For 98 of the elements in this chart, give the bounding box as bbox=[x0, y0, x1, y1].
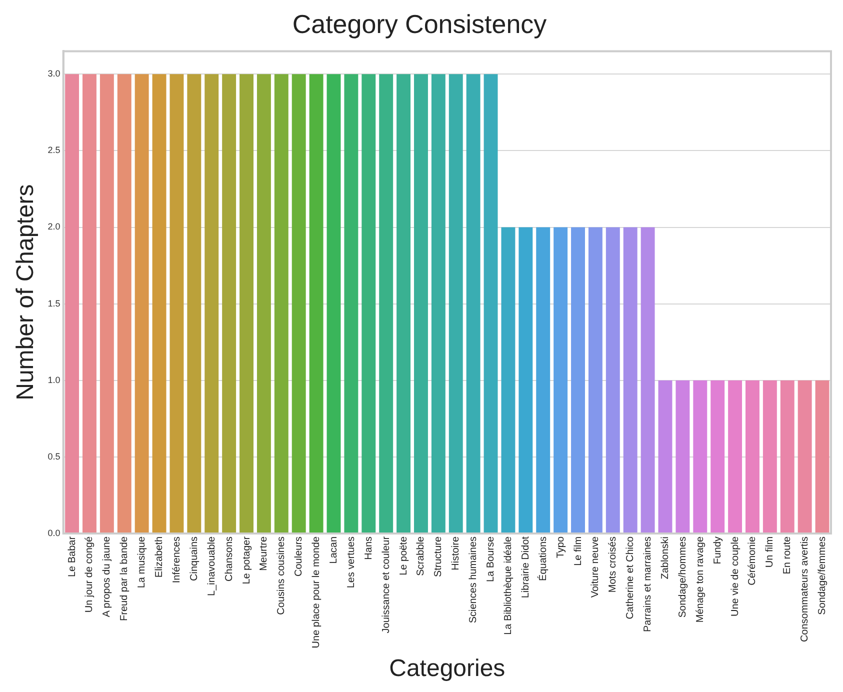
bar bbox=[187, 74, 202, 533]
bar bbox=[710, 380, 725, 533]
bar bbox=[676, 380, 690, 533]
x-tick-label: Sondage/femmes bbox=[817, 536, 828, 615]
bar bbox=[484, 74, 498, 533]
x-tick-label: A propos du jaune bbox=[102, 536, 113, 618]
bar bbox=[448, 74, 463, 533]
chart-title: Category Consistency bbox=[292, 8, 547, 39]
x-tick-label: Mots croisés bbox=[608, 536, 619, 593]
x-tick-label: Elizabeth bbox=[154, 536, 166, 578]
bar bbox=[693, 380, 708, 533]
x-tick-label: Catherine et Chico bbox=[625, 536, 636, 620]
bar bbox=[274, 74, 288, 533]
bar bbox=[762, 380, 777, 533]
bar bbox=[780, 380, 794, 533]
bar bbox=[326, 74, 341, 533]
bar bbox=[571, 227, 585, 533]
y-tick-label: 2.5 bbox=[48, 145, 60, 156]
bar bbox=[623, 227, 638, 533]
y-tick-label: 0.5 bbox=[48, 451, 60, 462]
bar bbox=[414, 74, 428, 533]
bar bbox=[815, 380, 830, 533]
bar bbox=[170, 74, 184, 533]
bar bbox=[466, 74, 480, 533]
bar bbox=[362, 74, 376, 533]
x-tick-label: Chansons bbox=[224, 536, 235, 582]
x-tick-label: Un film bbox=[764, 536, 776, 568]
bar bbox=[431, 74, 446, 533]
x-tick-label: Sondage/hommes bbox=[677, 536, 688, 618]
x-tick-label: En route bbox=[782, 536, 794, 574]
bar bbox=[309, 74, 324, 533]
x-tick-label: Une place pour le monde bbox=[311, 536, 322, 648]
bar bbox=[501, 227, 516, 533]
bar bbox=[204, 74, 219, 533]
x-tick-label: Un jour de congé bbox=[84, 536, 96, 613]
bar bbox=[240, 74, 254, 533]
x-tick-label: Typo bbox=[555, 536, 566, 558]
x-tick-label: Cinquains bbox=[188, 536, 200, 581]
bar bbox=[222, 74, 236, 533]
bar bbox=[82, 74, 96, 533]
x-tick-label: Sciences humaines bbox=[468, 536, 480, 624]
x-tick-label: Structure bbox=[433, 536, 444, 578]
x-tick-label: Équations bbox=[536, 536, 549, 581]
x-tick-label: Ménage ton ravage bbox=[694, 536, 706, 623]
x-tick-label: Librairie Didot bbox=[520, 536, 532, 598]
bar bbox=[746, 380, 760, 533]
x-tick-label: La Bourse bbox=[486, 536, 497, 582]
bar bbox=[728, 380, 742, 533]
x-tick-label: Jouissance et couleur bbox=[380, 536, 392, 634]
x-tick-label: Lacan bbox=[328, 536, 340, 564]
x-tick-label: Cérémonie bbox=[747, 536, 758, 586]
x-tick-label: Scrabble bbox=[416, 536, 427, 576]
x-tick-label: Le potager bbox=[241, 536, 252, 584]
y-tick-label: 1.0 bbox=[48, 374, 60, 385]
y-axis-title: Number of Chapters bbox=[12, 184, 40, 400]
y-tick-label: 0.0 bbox=[48, 528, 60, 538]
x-tick-label: Consommateurs avertis bbox=[800, 536, 811, 642]
x-tick-label: La Bibliothèque idéale bbox=[502, 536, 514, 635]
bar bbox=[100, 74, 114, 533]
bar bbox=[518, 227, 533, 533]
x-tick-label: L_inavouable bbox=[206, 536, 218, 596]
x-tick-label: Cousins cousines bbox=[276, 536, 288, 615]
bar bbox=[606, 227, 620, 533]
x-tick-label: Le poëte bbox=[398, 536, 410, 576]
x-tick-label: Le Babar bbox=[66, 536, 78, 578]
bar bbox=[379, 74, 394, 533]
bar bbox=[798, 380, 812, 533]
x-tick-label: Parrains et marraines bbox=[642, 536, 654, 632]
x-tick-label: Freud par la bande bbox=[119, 536, 130, 621]
bar bbox=[640, 227, 655, 533]
x-tick-label: Hans bbox=[363, 536, 374, 560]
y-tick-label: 3.0 bbox=[48, 68, 60, 79]
x-tick-label: Couleurs bbox=[294, 536, 305, 576]
bar bbox=[65, 74, 80, 533]
x-axis-title: Categories bbox=[389, 655, 506, 682]
bar bbox=[554, 227, 568, 533]
y-tick-label: 1.5 bbox=[48, 298, 60, 308]
bar bbox=[344, 74, 358, 533]
x-tick-label: Voiture neuve bbox=[590, 536, 602, 598]
y-tick-label: 2.0 bbox=[48, 222, 60, 232]
bar bbox=[658, 380, 672, 533]
bar bbox=[134, 74, 149, 533]
x-tick-label: Une vie de couple bbox=[730, 536, 741, 617]
bar bbox=[256, 74, 271, 533]
bar bbox=[536, 227, 550, 533]
x-tick-label: Inférences bbox=[171, 536, 182, 584]
bar bbox=[152, 74, 166, 533]
bar bbox=[117, 74, 132, 533]
x-tick-label: Le film bbox=[572, 536, 584, 566]
x-tick-label: La musique bbox=[136, 536, 148, 588]
x-tick-label: Les vertues bbox=[346, 536, 357, 588]
bar bbox=[292, 74, 306, 533]
x-tick-label: Zablonski bbox=[660, 536, 671, 580]
x-tick-label: Fundy bbox=[712, 536, 724, 564]
bar bbox=[588, 227, 602, 533]
bar bbox=[396, 74, 411, 533]
x-tick-label: Meurtre bbox=[258, 536, 270, 571]
x-tick-label: Histoire bbox=[450, 536, 462, 570]
